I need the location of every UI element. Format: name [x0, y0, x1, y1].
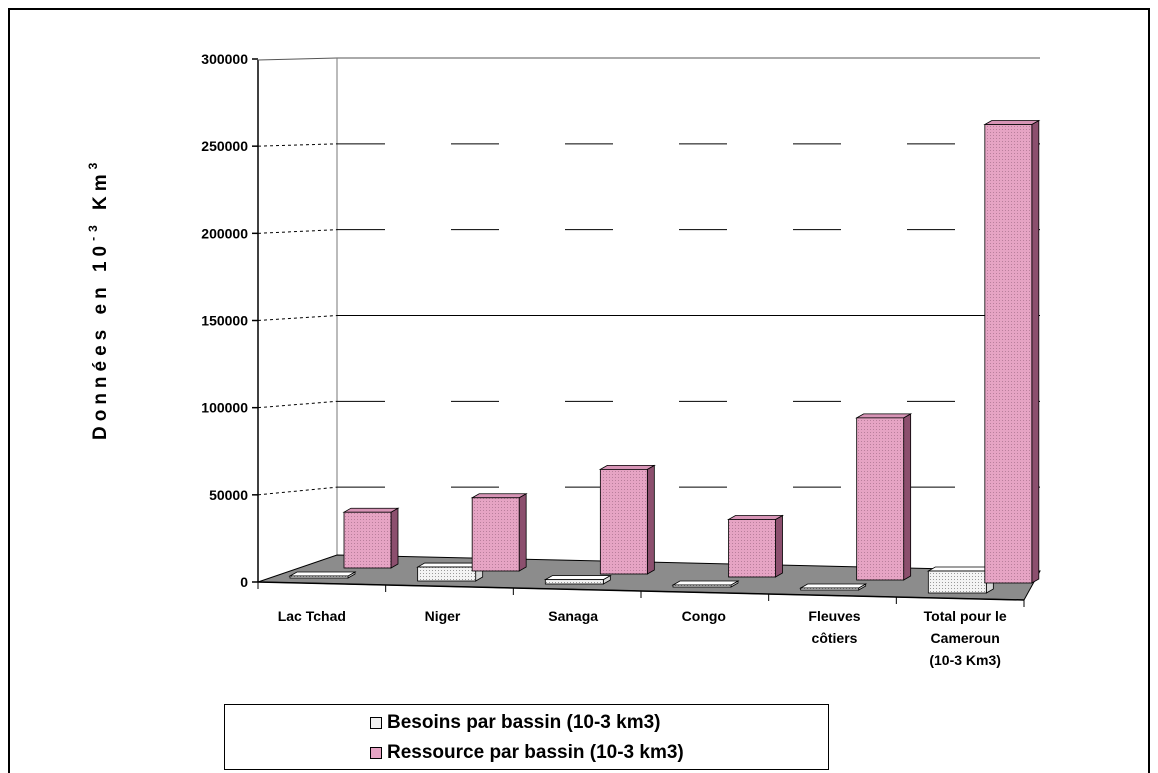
y-axis-title-text: Données en 10-3 Km3: [86, 158, 111, 440]
bar-ressource-4: [855, 413, 913, 581]
category-label-5-2: (10-3 Km3): [929, 652, 1001, 668]
bar-ressource-1-side: [518, 493, 527, 572]
legend-label-besoins: Besoins par bassin (10-3 km3): [387, 712, 661, 733]
bar-besoins-2-front: [544, 579, 604, 585]
ytick-label-0: 0: [240, 574, 248, 590]
bar-ressource-0-top: [342, 507, 400, 513]
ytick-label-50000: 50000: [209, 487, 248, 503]
legend-item-besoins: Besoins par bassin (10-3 km3): [370, 710, 661, 736]
bar-ressource-0-front: [343, 511, 392, 569]
legend-swatch-ressource: [370, 747, 382, 759]
bar-ressource-2-front: [599, 468, 648, 575]
bar-ressource-3: [726, 514, 785, 578]
bar-ressource-1-front: [471, 497, 520, 572]
bar-besoins-3: [671, 580, 740, 588]
bar-besoins-2: [543, 574, 612, 585]
gridline-left-200000: [257, 229, 338, 234]
bar-ressource-5-front: [984, 124, 1033, 584]
gridline-left-100000: [257, 400, 338, 409]
wall-top-edge: [257, 57, 338, 61]
category-label-3: Congo: [682, 608, 726, 624]
bar-ressource-4-top: [855, 413, 913, 419]
bar-besoins-1-front: [417, 566, 477, 582]
bar-besoins-2-top: [543, 575, 612, 581]
ytick-label-300000: 300000: [201, 51, 248, 67]
bar-ressource-5-top: [983, 120, 1041, 125]
bar-besoins-5-top: [926, 566, 995, 572]
bar-besoins-0-top: [288, 571, 357, 577]
category-label-0: Lac Tchad: [278, 608, 346, 624]
bar-besoins-3-front: [672, 584, 732, 588]
gridline-left-150000: [257, 315, 338, 321]
bar-ressource-1: [470, 493, 528, 572]
bar-besoins-5-front: [927, 570, 987, 594]
bar-ressource-3-side: [775, 514, 783, 578]
gridline-left-250000: [257, 143, 338, 147]
bar-ressource-3-top: [726, 515, 785, 520]
bar-besoins-4-top: [799, 583, 868, 589]
bar-ressource-0: [342, 507, 400, 569]
ytick-label-250000: 250000: [201, 138, 248, 154]
bar-besoins-3-top: [671, 580, 740, 586]
ytick-label-150000: 150000: [201, 313, 248, 329]
bar-ressource-0-side: [390, 507, 399, 569]
bar-ressource-5: [983, 119, 1041, 584]
y-axis-title: Données en 10-3 Km3: [86, 158, 111, 440]
chart-frame: [8, 8, 1150, 773]
ytick-label-100000: 100000: [201, 400, 248, 416]
bar-besoins-0: [288, 571, 357, 579]
gridline-left-50000: [257, 486, 338, 496]
category-label-1: Niger: [425, 608, 461, 624]
legend: Besoins par bassin (10-3 km3) Ressource …: [224, 704, 829, 770]
bar-ressource-2-side: [646, 464, 655, 575]
legend-item-ressource: Ressource par bassin (10-3 km3): [370, 740, 684, 766]
ytick-label-200000: 200000: [201, 225, 248, 241]
bar-besoins-0-front: [289, 575, 349, 579]
bar-ressource-2-top: [598, 464, 656, 470]
legend-swatch-besoins: [370, 717, 382, 729]
bar-ressource-4-front: [856, 417, 905, 581]
bar-ressource-1-top: [470, 493, 528, 499]
bar-besoins-5: [926, 566, 995, 594]
category-label-5: Total pour le: [924, 608, 1007, 624]
chart-plot: 0 50000 100000 150000 200000 250000 300000 Lac…: [86, 51, 1041, 668]
category-label-4: Fleuves: [808, 608, 860, 624]
bar-ressource-2: [598, 464, 656, 575]
legend-label-ressource: Ressource par bassin (10-3 km3): [387, 742, 684, 763]
bar-besoins-4-front: [800, 587, 860, 591]
bar-ressource-5-side: [1031, 119, 1040, 584]
category-label-4-1: côtiers: [812, 630, 858, 646]
bar-besoins-4: [799, 583, 868, 591]
bar-ressource-3-front: [728, 519, 776, 578]
bar-ressource-4-side: [903, 413, 912, 581]
category-label-5-1: Cameroun: [931, 630, 1000, 646]
category-label-2: Sanaga: [548, 608, 598, 624]
